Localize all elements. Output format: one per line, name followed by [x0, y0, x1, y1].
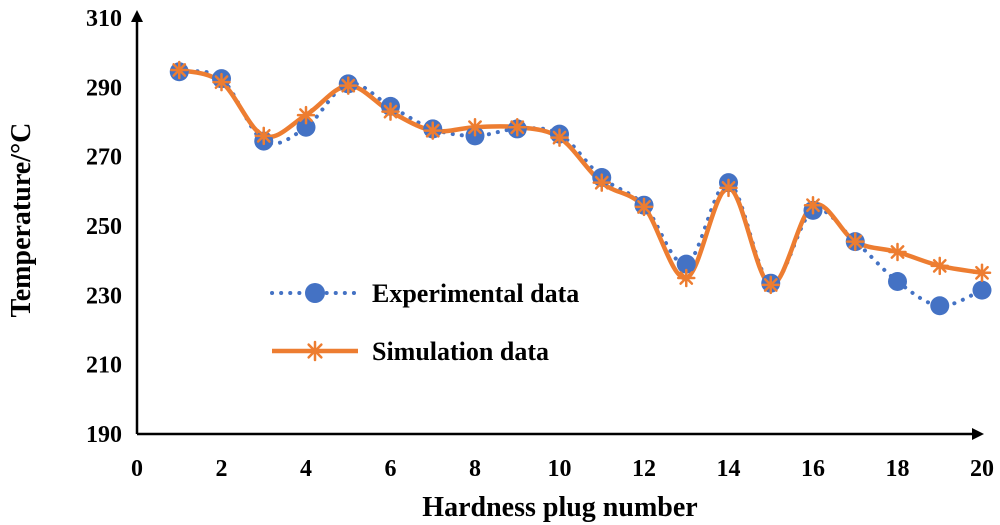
asterisk-stroke: [806, 198, 820, 213]
asterisk-stroke: [383, 104, 398, 119]
y-tick-label: 310: [86, 6, 122, 32]
y-tick-label: 230: [86, 283, 122, 309]
x-tick-label: 10: [548, 456, 572, 482]
experimental-data-point: [296, 117, 316, 137]
asterisk-stroke: [975, 265, 989, 280]
series-experimental-data: [177, 69, 984, 308]
asterisk-stroke: [763, 278, 778, 292]
asterisk-stroke: [256, 128, 271, 143]
asterisk-stroke: [721, 180, 736, 195]
x-tick-label: 6: [385, 456, 397, 482]
x-axis-title: Hardness plug number: [422, 492, 697, 523]
simulation-data-point: [296, 105, 316, 125]
simulation-data-point: [423, 121, 442, 140]
x-tick-label: 14: [717, 456, 741, 482]
simulation-data-point: [170, 60, 189, 80]
x-tick-label: 2: [216, 456, 228, 482]
simulation-data-point: [719, 178, 738, 198]
legend-swatch-marker: [304, 340, 326, 362]
markers-simulation-data: [170, 60, 992, 295]
simulation-data-point: [846, 232, 865, 251]
simulation-data-point: [930, 256, 949, 276]
x-tick-label: 18: [886, 456, 910, 482]
simulation-data-point: [634, 197, 654, 217]
simulation-data-point: [550, 128, 569, 147]
x-tick-label: 4: [300, 456, 312, 482]
simulation-data-point: [677, 268, 696, 288]
simulation-data-point: [803, 195, 823, 215]
x-axis-ticks: 0 2 4 6 8 10 12 14 16 18 20: [131, 456, 994, 482]
y-tick-label: 250: [86, 214, 122, 240]
simulation-data-point: [339, 76, 358, 95]
y-tick-label: 270: [86, 145, 122, 171]
asterisk-stroke: [299, 108, 313, 122]
experimental-data-point: [930, 296, 950, 316]
asterisk-stroke: [637, 200, 651, 214]
simulation-data-point: [972, 263, 992, 283]
y-tick-label: 190: [86, 422, 122, 448]
simulation-data-point: [508, 117, 527, 137]
asterisk-stroke: [341, 78, 356, 93]
experimental-data-point: [972, 280, 992, 300]
asterisk-stroke: [510, 120, 525, 135]
y-axis-title: Temperature/°C: [6, 123, 37, 318]
legend: Experimental data Simulation data: [270, 279, 579, 366]
legend-item-experimental-data: Experimental data: [270, 279, 579, 308]
experimental-data-point: [888, 271, 907, 291]
asterisk-stroke: [425, 123, 440, 138]
x-tick-label: 8: [469, 456, 481, 482]
x-tick-label: 20: [970, 456, 994, 482]
asterisk-stroke: [890, 245, 905, 259]
simulation-data-line: [178, 67, 983, 288]
y-tick-label: 210: [86, 353, 122, 379]
simulation-data-point: [761, 275, 780, 295]
experimental-data-point: [676, 254, 696, 274]
asterisk-stroke: [679, 271, 694, 285]
simulation-data-point: [254, 126, 273, 146]
x-tick-label: 12: [632, 456, 656, 482]
simulation-data-point: [212, 72, 231, 92]
legend-swatch-marker: [305, 283, 325, 303]
asterisk-stroke: [468, 120, 482, 135]
series-simulation-data: [178, 67, 983, 288]
y-tick-label: 290: [86, 75, 122, 101]
asterisk-stroke: [848, 234, 863, 249]
asterisk-stroke: [172, 63, 187, 77]
x-tick-label: 0: [131, 456, 143, 482]
series-layer: [169, 60, 992, 316]
simulation-data-point: [381, 102, 400, 121]
markers-experimental-data: [169, 62, 992, 316]
experimental-data-line: [177, 69, 984, 308]
x-tick-label: 16: [801, 456, 825, 482]
y-axis-ticks: 190 210 230 250 270 290 310: [86, 6, 122, 448]
asterisk-stroke: [932, 258, 947, 273]
simulation-data-point: [592, 173, 611, 192]
axes: [131, 10, 984, 440]
simulation-data-point: [465, 117, 485, 137]
asterisk-stroke: [214, 75, 229, 90]
simulation-data-point: [888, 242, 907, 262]
asterisk-stroke: [594, 175, 609, 190]
legend-item-simulation-data: Simulation data: [272, 337, 549, 366]
legend-label: Simulation data: [372, 337, 549, 366]
asterisk-stroke: [552, 130, 567, 145]
asterisk-stroke: [307, 343, 323, 359]
legend-label: Experimental data: [372, 279, 579, 308]
